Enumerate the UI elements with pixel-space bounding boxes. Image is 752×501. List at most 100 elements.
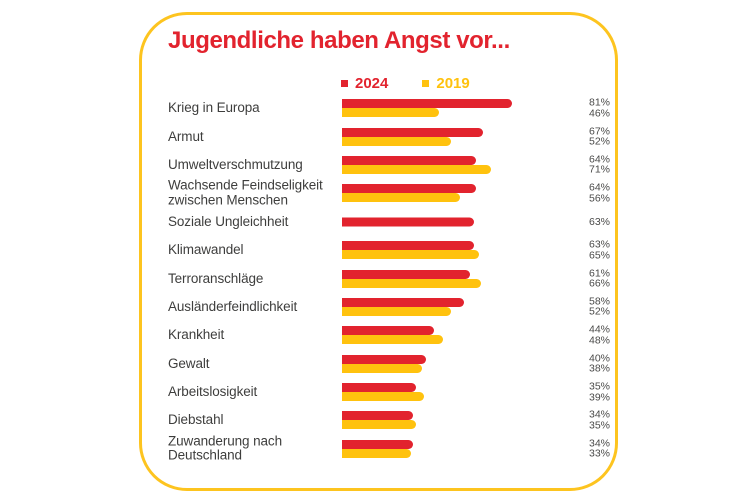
value-2019: 52%: [588, 305, 610, 318]
value-group: 67% 52%: [562, 126, 610, 147]
bar-2024: [342, 354, 426, 364]
chart-row: Klimawandel 63% 65%: [142, 236, 615, 264]
chart-card: Jugendliche haben Angst vor... 2024 2019…: [139, 12, 618, 491]
bar-2024: [342, 241, 475, 251]
bar-2019: [342, 420, 416, 430]
chart-row: Krankheit 44% 48%: [142, 321, 615, 349]
value-2024: 35%: [588, 380, 610, 393]
category-label: Umweltverschmutzung: [168, 156, 303, 172]
value-2019: 65%: [588, 249, 610, 262]
chart-row: Krieg in Europa 81% 46%: [142, 94, 615, 122]
value-2019: 46%: [588, 107, 610, 120]
bar-group: [342, 411, 416, 430]
category-label: Terroranschläge: [168, 270, 264, 286]
bar-2019: [342, 164, 492, 174]
bar-group: [342, 99, 513, 118]
bar-group: [342, 241, 479, 260]
bar-2024: [342, 127, 483, 137]
category-label: Wachsende Feindseligkeit zwischen Mensch…: [168, 177, 323, 208]
category-label: Ausländerfeindlichkeit: [168, 298, 298, 314]
bar-2024: [342, 99, 513, 109]
value-group: 64% 71%: [562, 154, 610, 175]
value-group: 63% 65%: [562, 240, 610, 261]
chart-row: Ausländerfeindlichkeit 58% 52%: [142, 293, 615, 321]
legend-label-2019: 2019: [436, 75, 470, 92]
value-2024: 63%: [588, 238, 610, 251]
chart-row: Wachsende Feindseligkeit zwischen Mensch…: [142, 177, 615, 208]
value-2024: 44%: [588, 323, 610, 336]
value-group: 61% 66%: [562, 268, 610, 289]
bar-2019: [342, 108, 439, 118]
value-group: 35% 39%: [562, 382, 610, 403]
chart-row: Armut 67% 52%: [142, 122, 615, 150]
value-group: 40% 38%: [562, 353, 610, 374]
value-2019: 38%: [588, 362, 610, 375]
chart-title: Jugendliche haben Angst vor...: [168, 27, 510, 54]
value-group: 34% 33%: [562, 438, 610, 459]
bar-rows: Krieg in Europa 81% 46% Armut 67% 52% Um…: [142, 94, 615, 463]
bar-group: [342, 354, 426, 373]
legend-swatch-2024-icon: [341, 80, 348, 87]
bar-2024: [342, 184, 477, 194]
chart-row: Terroranschläge 61% 66%: [142, 264, 615, 292]
legend-swatch-2019-icon: [422, 80, 430, 87]
bar-group: [342, 155, 492, 174]
bar-2024: [342, 411, 414, 421]
bar-2019: [342, 306, 452, 316]
value-2024: 34%: [588, 437, 610, 450]
bar-2019: [342, 448, 412, 458]
bar-2019: [342, 136, 452, 146]
chart-row: Zuwanderung nach Deutschland 34% 33%: [142, 434, 615, 463]
chart-row: Umweltverschmutzung 64% 71%: [142, 151, 615, 179]
bar-2019: [342, 250, 479, 260]
value-group: 64% 56%: [562, 183, 610, 204]
value-2019: 33%: [588, 447, 610, 460]
bar-2019: [342, 392, 424, 402]
value-group: 34% 35%: [562, 410, 610, 431]
category-label: Krankheit: [168, 327, 225, 343]
bar-2024: [342, 269, 471, 279]
value-2019: 48%: [588, 334, 610, 347]
category-label: Arbeitslosigkeit: [168, 383, 258, 399]
category-label: Diebstahl: [168, 412, 224, 428]
value-2019: 52%: [588, 135, 610, 148]
value-2019: 35%: [588, 419, 610, 432]
bar-group: [342, 297, 464, 316]
value-2019: 56%: [588, 192, 610, 205]
bar-group: [342, 217, 475, 227]
value-2024: 40%: [588, 352, 610, 365]
legend-item-2024: 2024: [341, 75, 388, 92]
value-group: 81% 46%: [562, 98, 610, 119]
bar-group: [342, 269, 481, 288]
category-label: Armut: [168, 128, 204, 144]
chart-legend: 2024 2019: [341, 75, 470, 92]
category-label: Gewalt: [168, 355, 210, 371]
bar-group: [342, 439, 414, 458]
bar-2019: [342, 278, 481, 288]
bar-group: [342, 127, 483, 146]
value-2024: 67%: [588, 125, 610, 138]
value-group: 58% 52%: [562, 296, 610, 317]
value-group: 63%: [562, 215, 610, 228]
bar-2019: [342, 363, 422, 373]
bar-2024: [342, 439, 414, 449]
value-2024: 58%: [588, 295, 610, 308]
chart-row: Soziale Ungleichheit 63%: [142, 208, 615, 236]
category-label: Krieg in Europa: [168, 99, 260, 115]
bar-2024: [342, 155, 477, 165]
bar-group: [342, 326, 443, 345]
value-2019: 71%: [588, 163, 610, 176]
legend-item-2019: 2019: [422, 75, 470, 92]
legend-label-2024: 2024: [355, 75, 389, 92]
value-2024: 64%: [588, 181, 610, 194]
value-2024: 63%: [588, 215, 610, 228]
bar-2024: [342, 217, 475, 227]
chart-row: Diebstahl 34% 35%: [142, 406, 615, 434]
bar-group: [342, 383, 424, 402]
value-2019: 39%: [588, 391, 610, 404]
bar-group: [342, 184, 477, 203]
bar-2024: [342, 326, 435, 336]
value-2024: 61%: [588, 267, 610, 280]
bar-2024: [342, 297, 464, 307]
bar-2019: [342, 193, 460, 203]
